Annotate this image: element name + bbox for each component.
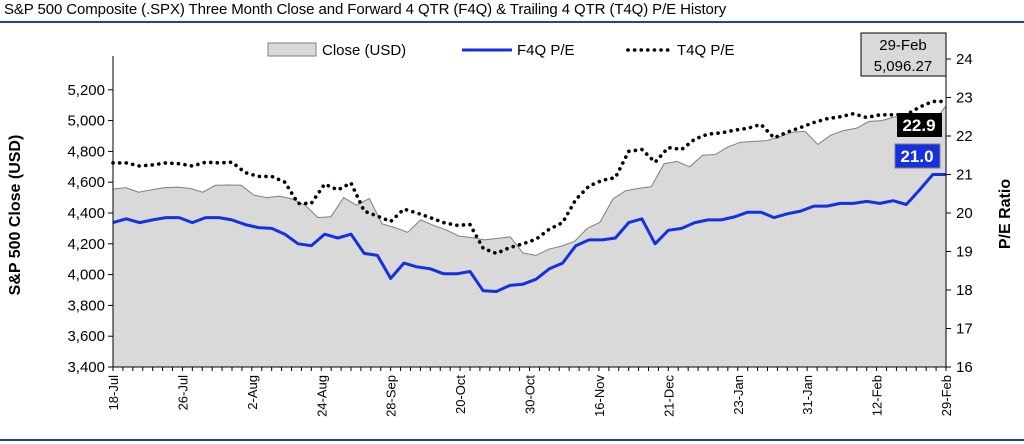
pe-lines-layer: [111, 99, 948, 293]
legend-f4q-label: F4Q P/E: [517, 42, 575, 59]
right-tick-label: 18: [956, 282, 973, 299]
legend-t4q-label: T4Q P/E: [677, 42, 735, 59]
x-tick-label: 12-Feb: [870, 375, 885, 416]
left-tick-label: 3,800: [67, 297, 105, 314]
close-area-outline: [112, 105, 947, 256]
left-tick-label: 5,200: [67, 82, 105, 99]
right-tick-label: 16: [956, 359, 973, 376]
left-tick-label: 3,400: [67, 359, 105, 376]
x-tick-label: 20-Oct: [453, 375, 468, 414]
close-area: [113, 105, 946, 368]
x-tick-label: 24-Aug: [314, 375, 329, 417]
legend: Close (USD) F4Q P/E T4Q P/E: [267, 42, 735, 59]
left-tick-label: 4,800: [67, 143, 105, 160]
left-tick-label: 4,600: [67, 174, 105, 191]
close-area-layer: [112, 105, 947, 368]
right-y-axis: 16 17 18 19 20 21 22 23 24: [946, 51, 973, 376]
x-tick-label: 21-Dec: [661, 375, 676, 417]
right-axis-title: P/E Ratio: [997, 179, 1014, 249]
left-tick-label: 4,000: [67, 267, 105, 284]
x-tick-label: 30-Oct: [523, 375, 538, 414]
x-tick-label: 26-Jul: [175, 375, 190, 411]
x-tick-label: 18-Jul: [106, 375, 121, 411]
left-tick-label: 3,600: [67, 328, 105, 345]
t4q-callout-value: 22.9: [902, 116, 935, 135]
close-callout-value: 5,096.27: [874, 58, 932, 75]
top-rule: [0, 21, 1024, 23]
f4q-callout: 21.0: [894, 143, 941, 169]
left-tick-label: 4,400: [67, 205, 105, 222]
f4q-callout-value: 21.0: [900, 147, 933, 166]
right-tick-label: 19: [956, 244, 973, 261]
legend-close-label: Close (USD): [322, 42, 406, 59]
x-axis: 18-Jul 26-Jul 2-Aug 24-Aug 28-Sep 20-Oct 30-Oc…: [106, 367, 954, 417]
chart-title: S&P 500 Composite (.SPX) Three Month Clo…: [4, 1, 727, 18]
x-tick-label: 29-Feb: [939, 375, 954, 416]
x-tick-label: 16-Nov: [592, 375, 607, 417]
right-tick-label: 17: [956, 321, 973, 338]
t4q-callout-box: [897, 113, 942, 137]
right-tick-label: 23: [956, 90, 973, 107]
t4q-callout: 22.9: [897, 113, 942, 137]
close-callout: 29-Feb 5,096.27: [860, 32, 947, 77]
close-callout-date: 29-Feb: [879, 37, 927, 54]
t4q-line: [111, 99, 948, 256]
right-tick-label: 22: [956, 128, 973, 145]
f4q-callout-box: [894, 143, 941, 169]
x-tick-label: 2-Aug: [245, 375, 260, 410]
left-tick-label: 5,000: [67, 113, 105, 130]
right-tick-label: 21: [956, 167, 973, 184]
x-tick-label: 23-Jan: [731, 375, 746, 415]
left-axis-title: S&P 500 Close (USD): [7, 135, 24, 296]
x-tick-label: 28-Sep: [384, 375, 399, 417]
left-tick-label: 4,200: [67, 236, 105, 253]
right-tick-label: 20: [956, 205, 973, 222]
left-y-axis: 3,400 3,600 3,800 4,000 4,200 4,400 4,600 4,800…: [67, 82, 113, 376]
right-tick-label: 24: [956, 51, 973, 68]
x-tick-label: 31-Jan: [800, 375, 815, 415]
legend-close-swatch: [267, 42, 317, 57]
bottom-rule: [0, 439, 1024, 441]
close-callout-box: [860, 32, 947, 77]
f4q-line: [112, 173, 946, 293]
